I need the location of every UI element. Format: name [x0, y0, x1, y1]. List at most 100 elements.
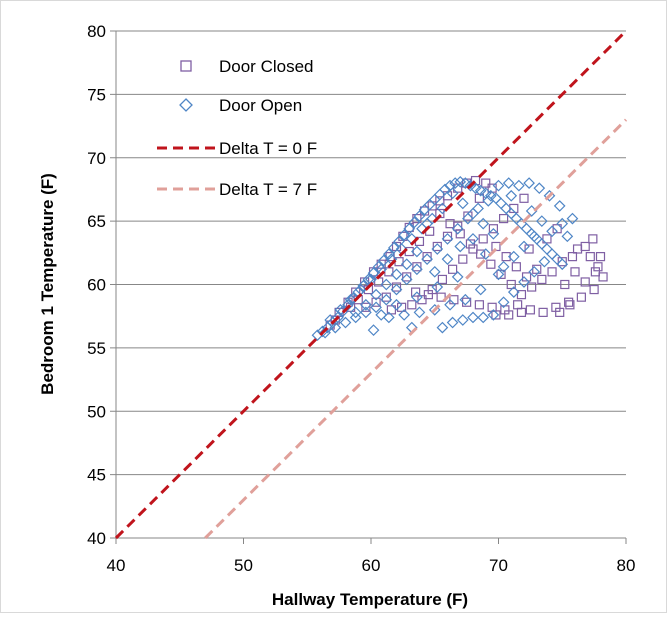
point-door-closed: [527, 282, 537, 292]
point-door-open: [497, 260, 510, 273]
point-door-open: [456, 197, 469, 210]
point-door-closed: [449, 295, 459, 305]
reference-line-0: [114, 29, 628, 540]
point-door-closed: [589, 284, 599, 295]
point-door-closed: [516, 307, 527, 317]
reference-line-1: [204, 118, 628, 540]
point-door-open: [441, 233, 454, 245]
point-door-closed: [397, 302, 407, 312]
legend: Door Closed Door Open Delta T = 0 F Delt…: [157, 57, 317, 199]
point-door-open: [538, 255, 551, 268]
point-door-open: [533, 182, 546, 195]
point-door-closed: [538, 307, 548, 317]
point-door-open: [444, 298, 456, 311]
point-door-closed: [455, 229, 465, 239]
point-door-open: [513, 179, 525, 192]
point-door-open: [339, 316, 352, 329]
x-tick-label: 80: [617, 556, 636, 575]
point-door-open: [344, 293, 357, 306]
point-door-closed: [532, 264, 542, 274]
point-door-open: [507, 250, 520, 263]
point-door-closed: [552, 224, 562, 234]
x-tick-label: 60: [362, 556, 381, 575]
point-door-open: [553, 200, 566, 212]
point-door-closed: [501, 252, 511, 262]
point-door-open: [479, 248, 492, 260]
point-door-closed: [590, 267, 601, 277]
point-door-closed: [524, 244, 534, 254]
point-door-open: [518, 276, 530, 288]
point-door-open: [380, 293, 393, 306]
point-door-closed: [542, 234, 552, 244]
point-door-open: [370, 301, 382, 314]
point-door-open: [403, 222, 416, 235]
point-door-open: [482, 194, 495, 207]
y-tick-label: 70: [87, 149, 106, 168]
point-door-closed: [371, 297, 381, 307]
point-door-open: [505, 189, 518, 202]
point-door-open: [324, 314, 337, 326]
point-door-open: [556, 258, 569, 271]
x-axis-title: Hallway Temperature (F): [272, 590, 468, 609]
point-door-closed: [422, 252, 432, 262]
point-door-open: [477, 217, 490, 230]
point-door-open: [436, 321, 449, 334]
point-door-closed: [525, 305, 535, 315]
point-door-open: [487, 227, 500, 240]
point-door-open: [421, 253, 433, 265]
point-door-open: [536, 238, 548, 250]
point-door-open: [446, 187, 459, 200]
point-door-closed: [570, 267, 580, 277]
point-door-open: [319, 326, 331, 339]
y-tick-label: 65: [87, 212, 106, 231]
point-door-open: [518, 240, 530, 253]
y-tick-label: 55: [87, 339, 106, 358]
data-points: [311, 175, 608, 342]
point-door-closed: [436, 292, 446, 302]
point-door-closed: [547, 267, 557, 277]
point-door-closed: [381, 292, 391, 302]
point-door-open: [411, 291, 423, 304]
point-door-open: [510, 212, 523, 225]
y-tick-label: 75: [87, 85, 106, 104]
point-door-open: [492, 268, 505, 281]
point-door-open: [446, 316, 459, 329]
point-door-closed: [465, 239, 476, 249]
point-door-open: [485, 189, 497, 202]
point-door-open: [546, 225, 558, 238]
point-door-closed: [555, 307, 565, 317]
y-tick-label: 60: [87, 276, 106, 295]
point-door-open: [390, 298, 403, 311]
point-door-open: [357, 279, 370, 292]
point-door-closed: [496, 269, 506, 279]
point-door-open: [495, 197, 507, 210]
point-door-closed: [463, 211, 473, 221]
y-tick-label: 50: [87, 402, 106, 421]
point-door-open: [451, 271, 464, 283]
point-door-closed: [509, 203, 519, 214]
point-door-open: [551, 253, 563, 265]
point-door-open: [332, 311, 344, 324]
y-tick-label: 40: [87, 529, 106, 548]
point-door-closed: [588, 234, 598, 244]
point-door-open: [469, 182, 482, 195]
point-door-open: [329, 321, 342, 334]
point-door-open: [536, 215, 548, 227]
point-door-closed: [486, 259, 496, 269]
point-door-open: [477, 311, 490, 324]
point-door-closed: [557, 257, 567, 267]
point-door-closed: [470, 175, 481, 186]
point-door-closed: [458, 254, 468, 264]
point-door-open: [441, 253, 454, 265]
point-door-open: [428, 265, 441, 278]
point-door-closed: [506, 279, 516, 290]
point-door-closed: [427, 284, 437, 295]
point-door-open: [436, 202, 449, 215]
point-door-closed: [330, 315, 340, 325]
point-door-open: [383, 248, 395, 260]
point-door-closed: [537, 274, 547, 285]
point-door-closed: [411, 287, 421, 297]
legend-label-delta0: Delta T = 0 F: [219, 139, 317, 158]
point-door-closed: [585, 252, 595, 262]
point-door-open: [360, 298, 372, 311]
